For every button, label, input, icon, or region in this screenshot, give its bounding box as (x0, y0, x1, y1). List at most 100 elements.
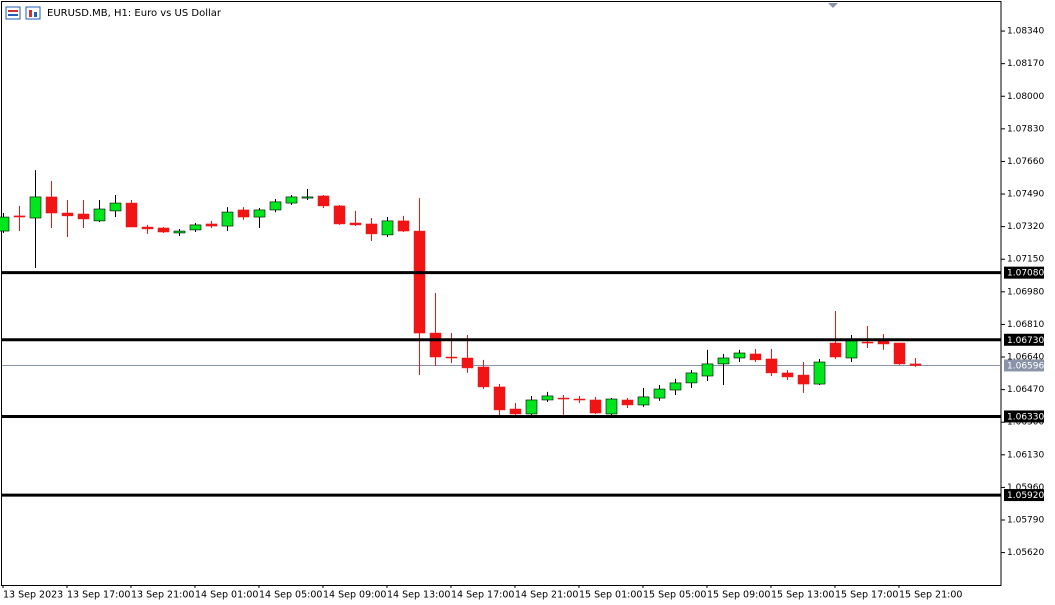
candle-body (381, 220, 394, 236)
x-tick-label: 13 Sep 2023 (3, 590, 63, 601)
candle-body (45, 196, 58, 214)
candle-body (669, 382, 682, 391)
y-tick-label: 1.06640 (1007, 353, 1044, 363)
candle-body (237, 209, 250, 218)
candle-body (29, 196, 42, 219)
candle-body (861, 341, 874, 344)
y-tick-label: 1.08340 (1007, 27, 1044, 37)
candle-body (285, 196, 298, 204)
candle-body (477, 366, 490, 388)
candle-body (653, 388, 666, 399)
level-label-box (1004, 410, 1044, 423)
candle-body (269, 201, 282, 211)
candle-body (733, 352, 746, 359)
candle-body (621, 399, 634, 406)
level-label-box (1004, 266, 1044, 279)
icon (25, 6, 41, 20)
y-tick-label: 1.06470 (1007, 385, 1044, 395)
candle-body (317, 195, 330, 207)
candle-body (829, 342, 842, 358)
level-label: 1.06730 (1007, 336, 1044, 346)
x-tick-label: 14 Sep 05:00 (259, 590, 322, 601)
icon (8, 10, 18, 12)
candle-body (605, 398, 618, 415)
x-tick-label: 15 Sep 05:00 (643, 590, 706, 601)
candle-body (589, 399, 602, 414)
x-tick-label: 13 Sep 21:00 (131, 590, 194, 601)
y-tick-label: 1.05790 (1007, 516, 1044, 526)
y-tick-label: 1.07490 (1007, 190, 1044, 200)
symbol-icons (5, 6, 41, 20)
x-tick-label: 14 Sep 09:00 (323, 590, 386, 601)
candle-body (365, 223, 378, 235)
candle-body (189, 224, 202, 231)
current-price-box (1004, 359, 1044, 372)
candle-body (701, 363, 714, 377)
y-tick-label: 1.08170 (1007, 59, 1044, 69)
candle-body (525, 399, 538, 415)
y-tick-label: 1.08000 (1007, 92, 1044, 102)
candle-body (813, 361, 826, 385)
level-label-box (1004, 333, 1044, 346)
level-label: 1.06330 (1007, 412, 1044, 422)
level-label: 1.07080 (1007, 269, 1044, 279)
candle-body (141, 226, 154, 230)
x-tick-label: 15 Sep 13:00 (771, 590, 834, 601)
candle-body (573, 398, 586, 401)
candle-body (845, 340, 858, 359)
candle-body (781, 372, 794, 378)
x-tick-label: 14 Sep 17:00 (451, 590, 514, 601)
candle-body (397, 220, 410, 232)
icon (29, 10, 32, 17)
icon (34, 12, 37, 17)
candle-body (749, 353, 762, 361)
candle-body (893, 342, 906, 365)
candle-body (61, 212, 74, 217)
candle-body (349, 222, 362, 226)
candle-body (157, 227, 170, 233)
y-tick-label: 1.07150 (1007, 255, 1044, 265)
candle-body (765, 358, 778, 374)
candle-body (637, 396, 650, 406)
x-tick-label: 14 Sep 21:00 (515, 590, 578, 601)
candle-body (717, 357, 730, 365)
x-tick-label: 15 Sep 01:00 (579, 590, 642, 601)
y-tick-label: 1.06980 (1007, 287, 1044, 297)
candle-body (253, 209, 266, 218)
candle-body (0, 216, 10, 232)
candle-body (877, 340, 890, 345)
candle-body (301, 196, 314, 199)
candle-body (493, 386, 506, 411)
candle-body (541, 395, 554, 401)
current-price-label: 1.06596 (1007, 361, 1044, 371)
candle-body (461, 357, 474, 369)
candle-body (557, 397, 570, 400)
level-label: 1.05920 (1007, 491, 1044, 501)
shift-marker (828, 3, 838, 8)
y-tick-label: 1.05960 (1007, 483, 1044, 493)
candle-body (125, 202, 138, 228)
candle-body (93, 208, 106, 222)
y-tick-label: 1.07830 (1007, 124, 1044, 134)
candle-body (445, 356, 458, 359)
x-tick-label: 14 Sep 01:00 (195, 590, 258, 601)
candle-body (205, 223, 218, 227)
y-tick-label: 1.07660 (1007, 157, 1044, 167)
y-tick-label: 1.06300 (1007, 418, 1044, 428)
y-tick-label: 1.07320 (1007, 222, 1044, 232)
candle-body (685, 372, 698, 384)
plot-frame (1, 1, 1002, 586)
candle-body (13, 215, 26, 218)
x-tick-label: 15 Sep 21:00 (899, 590, 962, 601)
candle-body (797, 374, 810, 385)
y-tick-label: 1.06130 (1007, 450, 1044, 460)
icon (8, 14, 18, 16)
candle-body (221, 211, 234, 227)
x-tick-label: 15 Sep 17:00 (835, 590, 898, 601)
chart-title: EURUSD.MB, H1: Euro vs US Dollar (47, 8, 222, 19)
candle-body (909, 363, 922, 366)
y-tick-label: 1.06810 (1007, 320, 1044, 330)
candle-body (413, 230, 426, 334)
